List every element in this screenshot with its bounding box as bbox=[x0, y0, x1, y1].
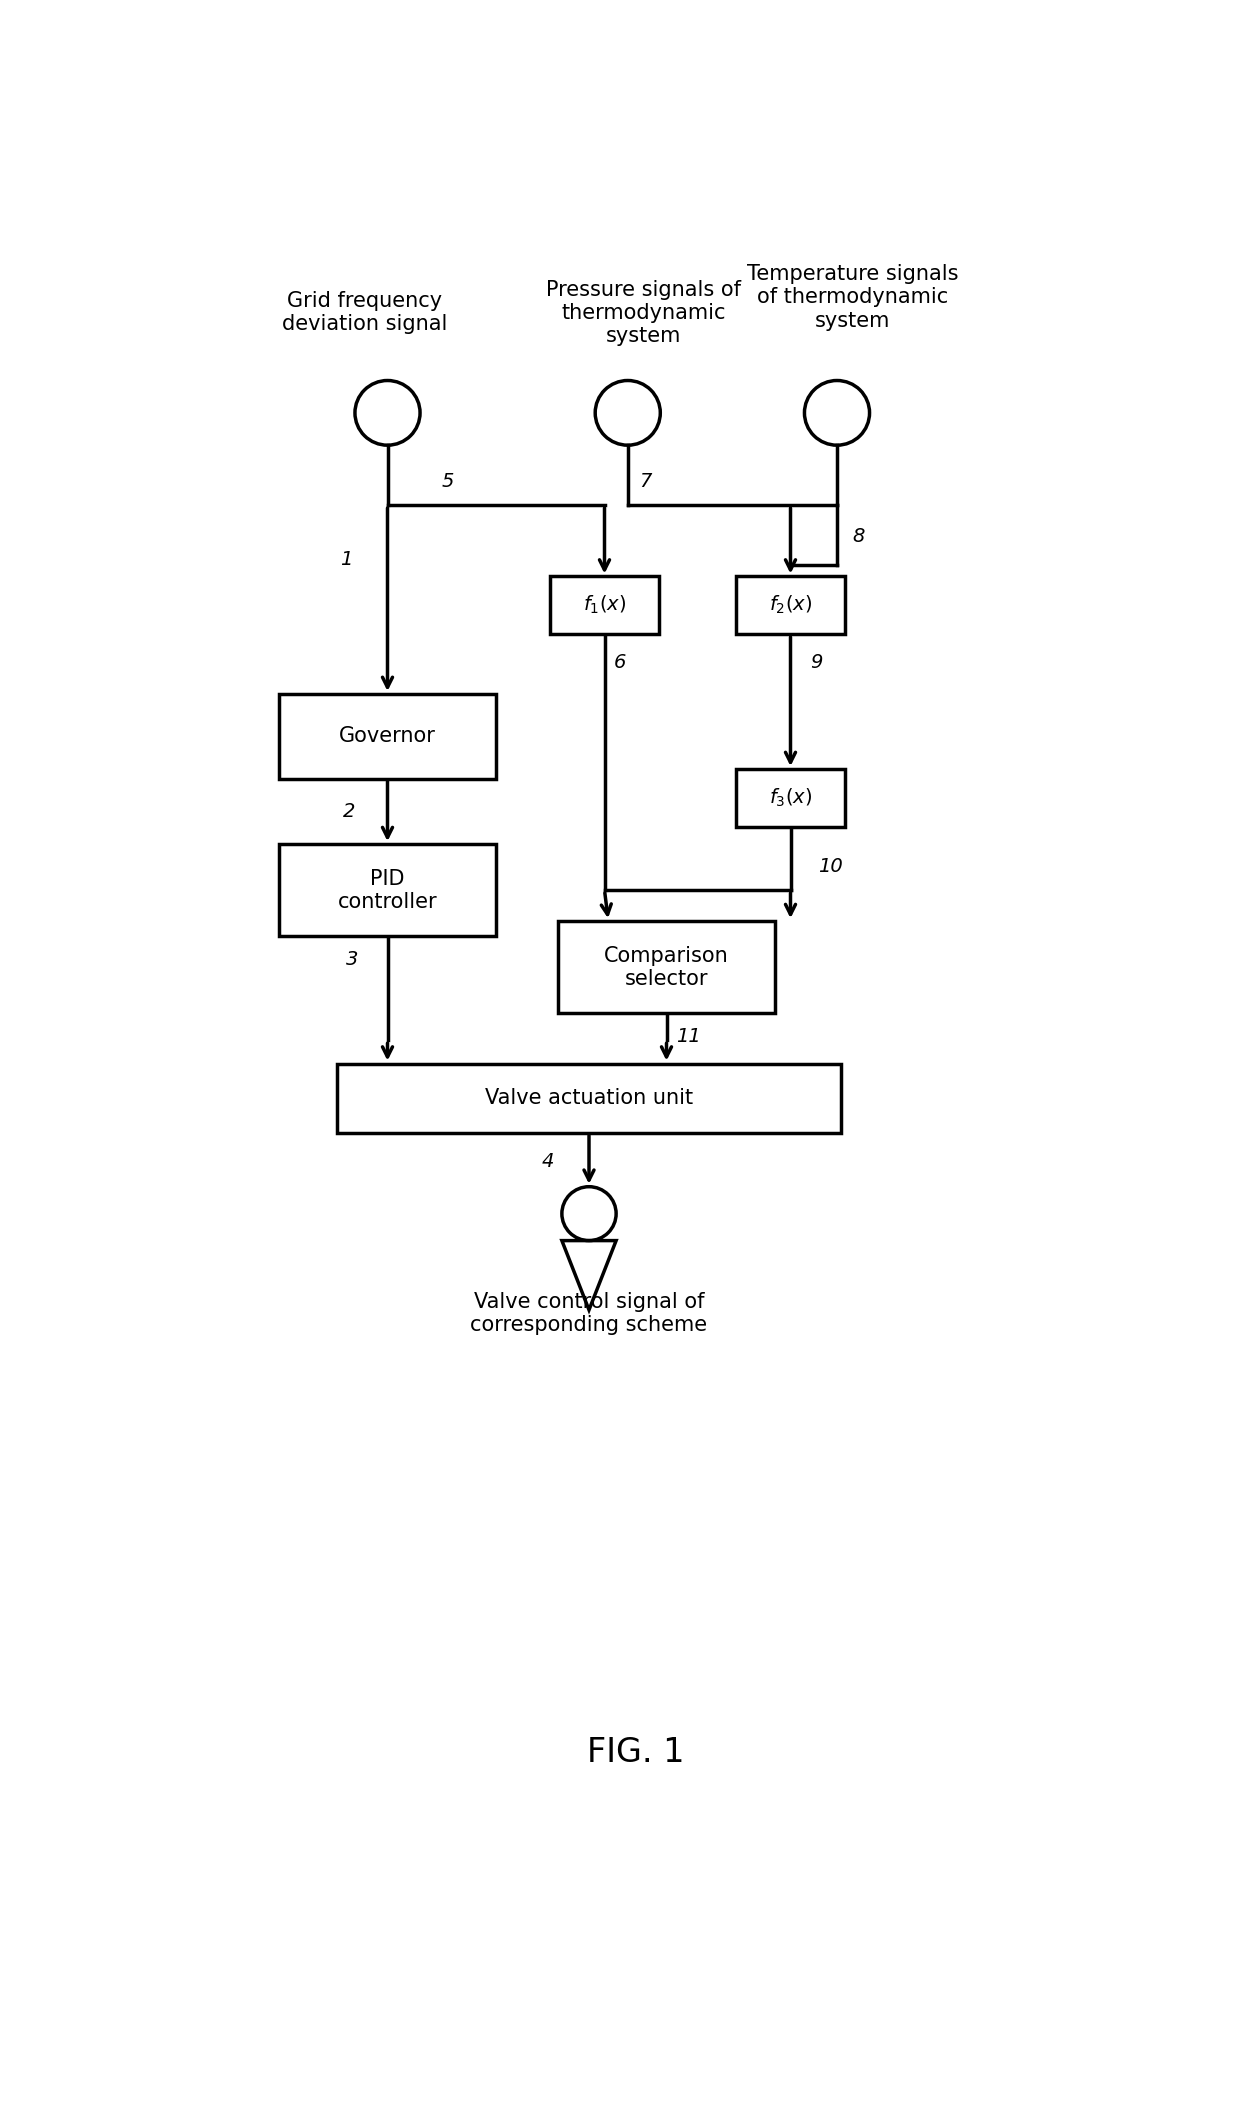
Text: Governor: Governor bbox=[339, 727, 436, 746]
Text: 7: 7 bbox=[640, 472, 652, 491]
FancyBboxPatch shape bbox=[337, 1062, 841, 1133]
Text: 3: 3 bbox=[346, 950, 358, 969]
Text: FIG. 1: FIG. 1 bbox=[587, 1736, 684, 1770]
Text: 2: 2 bbox=[342, 801, 355, 820]
Text: 1: 1 bbox=[340, 550, 352, 570]
Text: 11: 11 bbox=[676, 1026, 701, 1046]
FancyBboxPatch shape bbox=[558, 920, 775, 1014]
Text: 9: 9 bbox=[810, 654, 822, 672]
Text: Comparison
selector: Comparison selector bbox=[604, 946, 729, 988]
Text: 10: 10 bbox=[817, 856, 842, 875]
Text: $f_2(x)$: $f_2(x)$ bbox=[769, 595, 812, 616]
Text: Valve control signal of
corresponding scheme: Valve control signal of corresponding sc… bbox=[470, 1292, 708, 1334]
FancyBboxPatch shape bbox=[737, 769, 844, 827]
Text: Pressure signals of
thermodynamic
system: Pressure signals of thermodynamic system bbox=[546, 280, 740, 346]
FancyBboxPatch shape bbox=[279, 695, 496, 778]
Text: Valve actuation unit: Valve actuation unit bbox=[485, 1088, 693, 1107]
Text: Grid frequency
deviation signal: Grid frequency deviation signal bbox=[281, 291, 446, 334]
Text: 8: 8 bbox=[853, 527, 864, 546]
Text: $f_3(x)$: $f_3(x)$ bbox=[769, 786, 812, 810]
Text: PID
controller: PID controller bbox=[337, 869, 438, 912]
Text: 5: 5 bbox=[441, 472, 454, 491]
FancyBboxPatch shape bbox=[279, 844, 496, 937]
Text: 4: 4 bbox=[542, 1152, 554, 1171]
Text: 6: 6 bbox=[614, 654, 626, 672]
Text: Temperature signals
of thermodynamic
system: Temperature signals of thermodynamic sys… bbox=[746, 264, 959, 332]
Text: $f_1(x)$: $f_1(x)$ bbox=[583, 595, 626, 616]
FancyBboxPatch shape bbox=[737, 576, 844, 633]
FancyBboxPatch shape bbox=[551, 576, 658, 633]
